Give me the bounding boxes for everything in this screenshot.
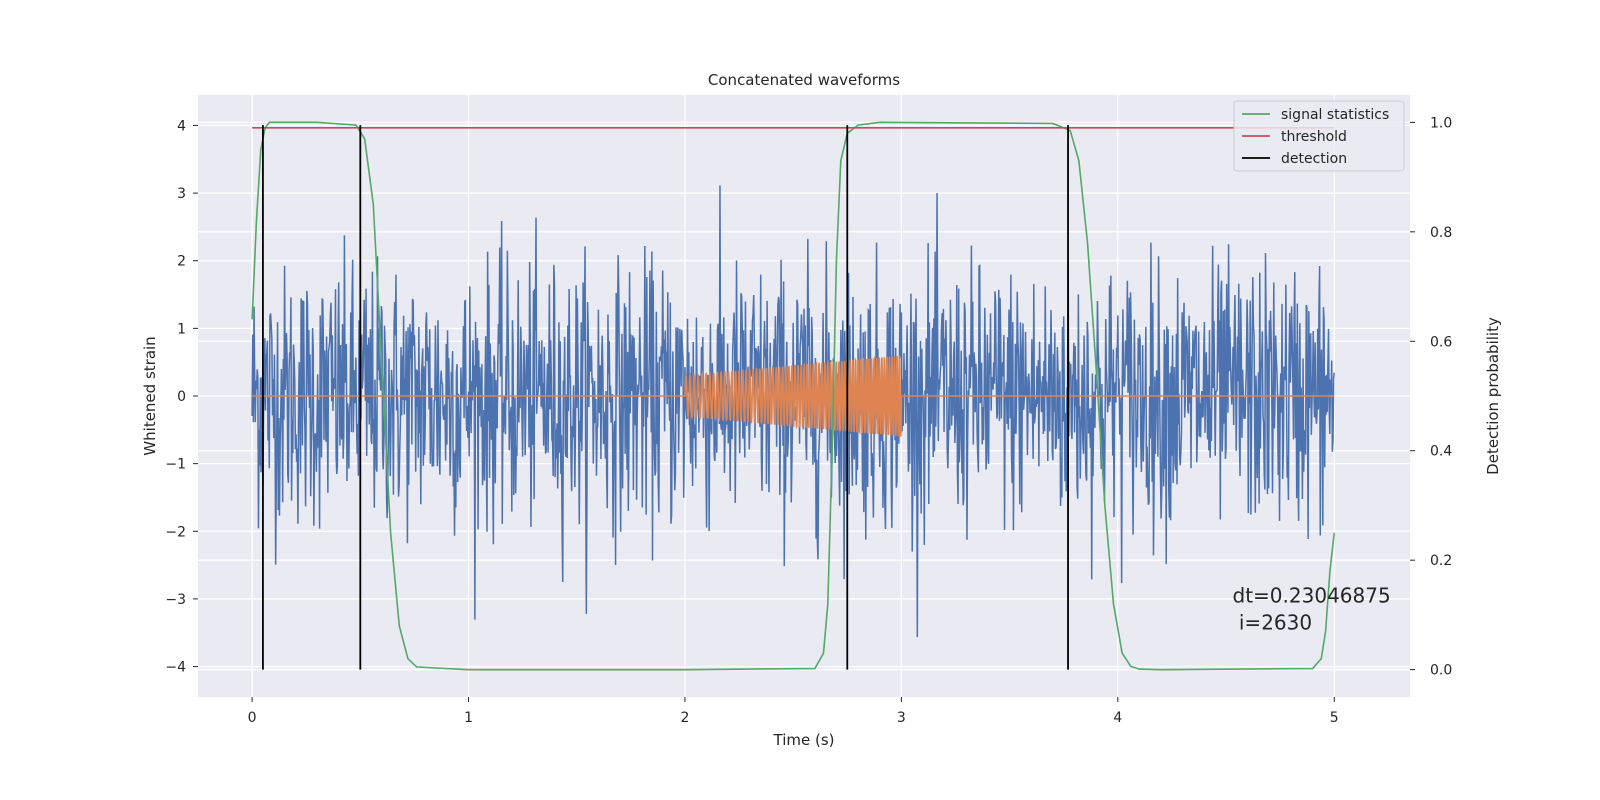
y2-tick-label-3: 0.6: [1430, 334, 1452, 350]
axis-ticks: 0 1 2 3 4 5 −4 −3 −2 −1 0 1 2 3 4 0.0 0.2 0.4 0.6 0.8 1.0: [165, 115, 1452, 726]
annotation-dt: dt=0.23046875: [1233, 583, 1391, 607]
signal-statistics-line: [251, 121, 1336, 671]
legend-label-0: signal statistics: [1281, 107, 1389, 123]
annotation-i: i=2630: [1233, 610, 1313, 634]
x-axis-label: Time (s): [773, 731, 835, 749]
x-tick-label-3: 3: [897, 710, 906, 726]
x-tick-label-4: 4: [1113, 710, 1122, 726]
y2-tick-label-0: 0.0: [1430, 663, 1452, 679]
y-tick-label-4: 0: [177, 389, 186, 405]
legend-label-1: threshold: [1281, 129, 1347, 145]
plot-series: [251, 121, 1336, 671]
y2-tick-label-5: 1.0: [1430, 115, 1452, 131]
y2-tick-label-1: 0.2: [1430, 553, 1452, 569]
chart-title: Concatenated waveforms: [708, 71, 900, 89]
y2-tick-label-2: 0.4: [1430, 444, 1452, 460]
y-axis-label: Whitened strain: [141, 336, 159, 455]
legend-box: [1233, 100, 1405, 172]
y-tick-label-1: −3: [165, 592, 186, 608]
y-tick-label-2: −2: [165, 524, 186, 540]
y-tick-label-5: 1: [177, 321, 186, 337]
y-tick-label-0: −4: [165, 660, 186, 676]
y-tick-label-6: 2: [177, 254, 186, 270]
legend-label-2: detection: [1281, 151, 1347, 167]
y-tick-label-3: −1: [165, 457, 186, 473]
strain-noise-line: [251, 185, 1335, 638]
x-tick-label-1: 1: [464, 710, 473, 726]
y2-axis-label: Detection probability: [1484, 317, 1502, 475]
legend: signal statistics threshold detection: [1233, 100, 1405, 172]
x-tick-label-0: 0: [248, 710, 257, 726]
y-tick-label-8: 4: [177, 118, 186, 134]
waveform-chirp-line: [252, 355, 1335, 437]
y2-tick-label-4: 0.8: [1430, 225, 1452, 241]
y-tick-label-7: 3: [177, 186, 186, 202]
x-tick-label-2: 2: [681, 710, 690, 726]
x-tick-label-5: 5: [1330, 710, 1339, 726]
